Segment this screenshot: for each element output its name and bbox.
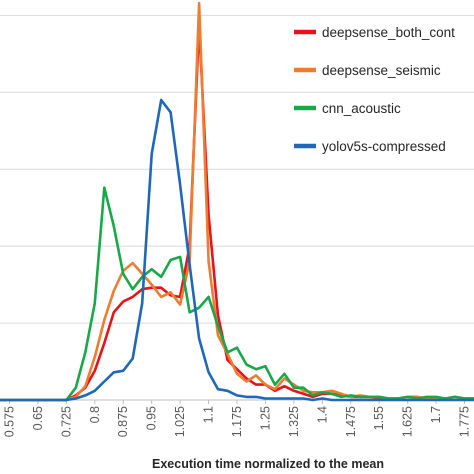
x-tick-label: 1.4 — [315, 406, 329, 423]
gridlines — [0, 14, 474, 324]
x-tick-label: 0.725 — [59, 406, 73, 437]
x-tick-label: 0.575 — [2, 406, 16, 437]
x-tick-label: 0.8 — [88, 406, 102, 423]
x-axis-ticks: 0.575 0.65 0.725 0.8 0.875 0.95 1.025 1.1 1.175 1… — [2, 400, 472, 437]
x-tick-label: 1.7 — [429, 406, 443, 423]
legend-label: deepsense_both_cont — [322, 25, 455, 40]
legend-label: cnn_acoustic — [322, 101, 401, 116]
x-tick-label: 0.65 — [31, 406, 45, 430]
x-tick-label: 1.175 — [230, 406, 244, 437]
x-tick-label: 0.95 — [145, 406, 159, 430]
x-tick-label: 0.875 — [116, 406, 130, 437]
series-lines — [0, 1, 474, 402]
series-line-deepsense_both_cont — [0, 23, 474, 402]
legend-label: deepsense_seismic — [322, 63, 441, 78]
x-tick-label: 1.25 — [258, 406, 272, 430]
x-tick-label: 1.475 — [344, 406, 358, 437]
series-line-cnn_acoustic — [0, 186, 474, 402]
x-tick-label: 1.775 — [458, 406, 472, 437]
series-line-yolov5s-compressed — [0, 98, 474, 402]
x-axis-label: Execution time normalized to the mean — [152, 457, 384, 471]
x-tick-label: 1.325 — [287, 406, 301, 437]
x-tick-label: 1.55 — [372, 406, 386, 430]
x-tick-label: 1.625 — [401, 406, 415, 437]
legend: deepsense_both_cont deepsense_seismic cnn_… — [294, 25, 455, 154]
x-tick-label: 1.025 — [173, 406, 187, 437]
legend-label: yolov5s-compressed — [322, 139, 446, 154]
x-tick-label: 1.1 — [202, 406, 216, 423]
